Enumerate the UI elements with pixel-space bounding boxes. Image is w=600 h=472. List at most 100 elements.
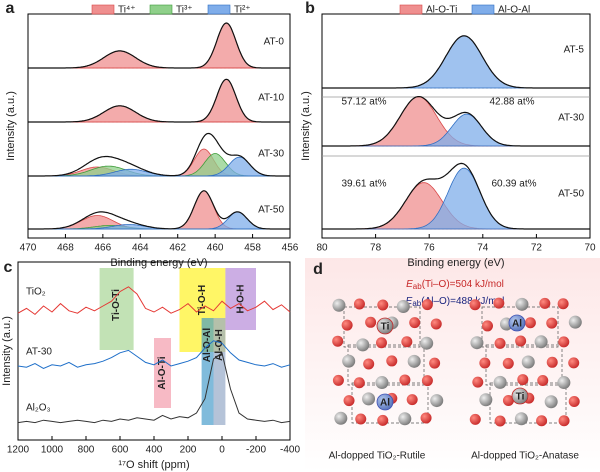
energy-subscript: ab [413,282,422,291]
fitted-peak [322,113,590,147]
shift-region [154,338,171,408]
o-atom [375,337,387,349]
sample-label: AT-10 [258,93,284,104]
o-atom [469,413,481,425]
ti-atom [334,411,348,425]
atom-label: Al [512,319,522,330]
bond-energy: Eab(Ti–O)=504 kJ/mol [406,279,504,291]
ti-atom [420,336,434,350]
x-tick-label: 0 [219,445,225,456]
series-label: AT-30 [26,347,52,358]
o-atom [493,297,505,309]
o-atom [399,374,411,386]
o-atom [481,320,493,332]
series-label: TiO₂ [26,287,46,298]
fitted-peak [28,50,290,69]
o-atom [377,414,389,426]
spectrum [17,352,291,424]
annotation: 42.88 at% [489,97,534,108]
legend-swatch [149,4,173,15]
legend-label: Ti⁴⁺ [118,5,136,16]
o-atom [502,395,514,407]
plot-frame [27,13,291,239]
x-tick-label: 1000 [41,445,64,456]
fit-envelope [322,162,590,230]
energy-subscript: ab [412,299,421,308]
o-atom [568,357,580,369]
structure-caption: Al-dopped TiO₂-Anatase [471,451,579,462]
region-label: Al-O-H [214,329,225,361]
x-tick-label: 76 [424,243,436,254]
sample-label: AT-30 [558,113,584,124]
ti-atom [376,317,394,335]
ti-atom [515,297,529,311]
ti-atom [470,336,484,350]
ti-atom [493,375,507,389]
x-tick-label: 70 [584,243,596,254]
shift-region [99,268,134,350]
ti-atom [514,412,528,426]
annotation: 60.39 at% [491,179,536,190]
x-tick-label: 460 [207,243,224,254]
ti-atom [544,395,558,409]
o-atom [355,413,367,425]
series-label: Al₂O₃ [26,403,51,414]
o-atom [539,297,551,309]
fit-envelope [322,35,590,89]
o-atom [353,298,365,310]
annotation: 57.12 at% [341,97,386,108]
ti-atom [332,298,346,312]
x-tick-label: 470 [20,243,37,254]
x-tick-label: 80 [316,243,328,254]
region-label: Al-O-Ti [157,356,168,389]
plot-frame [321,13,591,239]
o-atom [341,319,353,331]
fit-envelope [28,132,290,177]
ti-atom [521,355,535,369]
o-atom [365,316,377,328]
o-atom [332,374,344,386]
sample-label: AT-50 [558,189,584,200]
x-axis-label: Binding energy (eV) [407,257,504,269]
legend-swatch [399,4,423,15]
o-atom [546,356,558,368]
x-tick-label: 200 [180,445,197,456]
x-axis-label: Binding energy (eV) [110,257,207,269]
spectrum [17,340,291,369]
fitted-peak [322,167,590,230]
o-atom [557,298,569,310]
x-tick-label: 78 [370,243,382,254]
bond-energy: Eab(Al–O)=488 kJ/mol [406,296,505,308]
o-atom [479,357,491,369]
x-axis-label: ¹⁷O shift (ppm) [118,459,189,471]
o-atom [406,394,418,406]
o-atom [409,317,421,329]
region-label: H-O-H [235,285,246,314]
al-atom [508,314,526,332]
ti-atom [534,335,548,349]
sample-label: AT-5 [564,45,585,56]
sample-label: AT-0 [264,37,285,48]
legend-swatch [471,4,495,15]
o-atom [421,375,433,387]
o-atom [524,317,536,329]
o-atom [421,299,433,311]
x-tick-label: 72 [531,243,543,254]
crystal-structure: Ti Al [332,298,444,426]
ti-atom [557,376,571,390]
o-atom [558,415,570,427]
energy-symbol: E [406,296,413,307]
legend-label: Ti³⁺ [176,5,193,16]
x-tick-label: 466 [95,243,112,254]
x-tick-label: -400 [280,445,300,456]
energy-text: (Ti–O)=504 kJ/mol [422,279,504,290]
o-atom [568,395,580,407]
o-atom [353,377,365,389]
o-atom [558,336,570,348]
energy-symbol: E [406,279,413,290]
shift-region [213,318,226,425]
o-atom [343,395,355,407]
panel-letter: a [6,0,15,17]
x-tick-label: 462 [169,243,186,254]
x-tick-label: 400 [146,445,163,456]
